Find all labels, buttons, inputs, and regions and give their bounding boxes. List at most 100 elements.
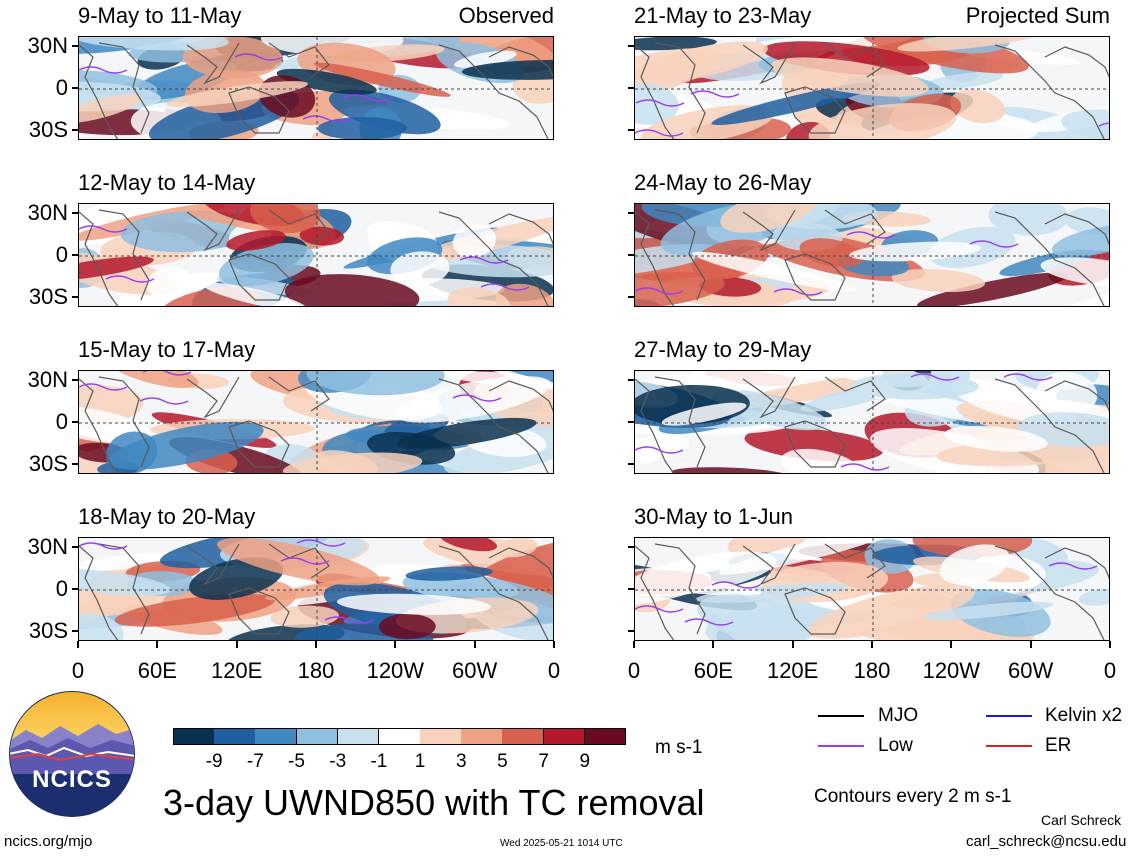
lat-tick bbox=[72, 588, 78, 590]
lat-label: 30S bbox=[28, 283, 68, 309]
map-panel bbox=[78, 537, 554, 641]
panel-title: 24-May to 26-May bbox=[634, 170, 812, 195]
colorbar-units: m s-1 bbox=[655, 737, 703, 758]
lon-tick bbox=[77, 641, 79, 648]
author-email[interactable]: carl_schreck@ncsu.edu bbox=[966, 833, 1127, 850]
panel-title: 12-May to 14-May bbox=[78, 170, 256, 195]
lon-tick bbox=[633, 641, 635, 648]
wind-anomaly-field bbox=[635, 204, 1109, 306]
lon-label: 120W bbox=[366, 658, 425, 683]
colorbar-label: 7 bbox=[538, 751, 549, 772]
author-name: Carl Schreck bbox=[1041, 812, 1122, 828]
lon-label: 120W bbox=[922, 658, 981, 683]
lat-tick bbox=[628, 462, 634, 465]
lat-tick bbox=[72, 45, 78, 48]
colorbar-swatch bbox=[502, 728, 545, 745]
colorbar-swatch bbox=[214, 728, 256, 745]
legend-label-low: Low bbox=[878, 735, 913, 756]
colorbar-swatch bbox=[173, 728, 215, 745]
panel-title: 18-May to 20-May bbox=[78, 504, 256, 529]
lat-tick bbox=[72, 421, 78, 423]
lon-tick bbox=[1109, 641, 1111, 648]
panel-title: 30-May to 1-Jun bbox=[634, 504, 793, 529]
lat-label: 0 bbox=[55, 409, 68, 434]
colorbar-swatch bbox=[420, 728, 462, 745]
map-panel bbox=[634, 203, 1110, 307]
lat-label: 30N bbox=[27, 33, 68, 59]
colorbar-label: -3 bbox=[329, 751, 347, 772]
panel-tag: Projected Sum bbox=[965, 3, 1110, 28]
map-panel bbox=[78, 203, 554, 307]
lon-label: 60E bbox=[137, 658, 177, 683]
lat-tick bbox=[72, 87, 78, 89]
ncics-logo-icon bbox=[9, 691, 135, 817]
legend-label-kelvin: Kelvin x2 bbox=[1045, 705, 1123, 726]
colorbar-swatch bbox=[296, 728, 339, 745]
legend-line-kelvin bbox=[986, 715, 1032, 717]
legend-line-er bbox=[986, 745, 1032, 747]
lon-label: 0 bbox=[627, 658, 641, 683]
wind-anomaly-field bbox=[635, 37, 1109, 139]
colorbar-label: 1 bbox=[414, 751, 426, 772]
lat-tick bbox=[72, 462, 78, 465]
lat-label: 30S bbox=[28, 617, 68, 643]
lat-label: 0 bbox=[55, 75, 68, 100]
contour-note: Contours every 2 m s-1 bbox=[814, 786, 1012, 807]
lon-label: 60E bbox=[693, 658, 733, 683]
colorbar-label: 9 bbox=[579, 751, 591, 772]
colorbar-label: -7 bbox=[246, 751, 264, 772]
colorbar-swatch bbox=[584, 728, 627, 745]
lon-label: 120E bbox=[766, 658, 819, 683]
wind-anomaly-field bbox=[79, 204, 553, 306]
lat-tick bbox=[628, 379, 634, 382]
lat-tick bbox=[628, 421, 634, 423]
lat-label: 30N bbox=[27, 534, 68, 560]
lon-label: 120E bbox=[210, 658, 263, 683]
panel-tag: Observed bbox=[458, 3, 554, 28]
lon-label: 180 bbox=[853, 658, 891, 683]
colorbar-swatch bbox=[337, 728, 380, 745]
lat-tick bbox=[628, 87, 634, 89]
lon-label: 0 bbox=[71, 658, 85, 683]
lat-label: 30N bbox=[27, 367, 68, 393]
map-panel bbox=[78, 370, 554, 474]
lon-tick bbox=[950, 641, 953, 648]
timestamp: Wed 2025-05-21 1014 UTC bbox=[500, 838, 623, 849]
lon-tick bbox=[871, 641, 873, 648]
lat-tick bbox=[72, 295, 78, 298]
lat-label: 30S bbox=[28, 450, 68, 476]
wind-anomaly-field bbox=[79, 371, 553, 473]
lat-tick bbox=[72, 379, 78, 382]
lon-label: 180 bbox=[297, 658, 335, 683]
logo-text: NCICS bbox=[32, 766, 112, 793]
colorbar-label: 3 bbox=[455, 751, 467, 772]
map-panel bbox=[634, 36, 1110, 140]
legend-label-er: ER bbox=[1045, 735, 1072, 756]
wind-anomaly-field bbox=[79, 37, 553, 139]
lat-tick bbox=[628, 128, 634, 131]
colorbar-label: 5 bbox=[497, 751, 508, 772]
ncics-logo: NCICS bbox=[8, 690, 136, 818]
panel-title: 9-May to 11-May bbox=[78, 3, 242, 28]
lon-tick bbox=[156, 641, 159, 648]
colorbar-swatch bbox=[543, 728, 586, 745]
legend-label-mjo: MJO bbox=[878, 705, 919, 726]
colorbar-swatch bbox=[255, 728, 298, 745]
panel-title: 27-May to 29-May bbox=[634, 337, 812, 362]
lon-tick bbox=[1029, 641, 1032, 648]
main-title: 3-day UWND850 with TC removal bbox=[163, 782, 705, 823]
wind-anomaly-field bbox=[635, 371, 1109, 473]
lat-label: 30S bbox=[28, 116, 68, 142]
site-link[interactable]: ncics.org/mjo bbox=[4, 833, 93, 850]
lat-tick bbox=[628, 295, 634, 298]
colorbar-swatch bbox=[461, 728, 503, 745]
lat-label: 0 bbox=[55, 242, 68, 267]
map-panel bbox=[634, 370, 1110, 474]
lat-tick bbox=[628, 254, 634, 256]
lat-label: 0 bbox=[55, 576, 68, 601]
lat-label: 30N bbox=[27, 200, 68, 226]
lon-label: 60W bbox=[452, 658, 498, 683]
panel-title: 21-May to 23-May bbox=[634, 3, 812, 28]
lon-tick bbox=[235, 641, 238, 648]
lon-label: 0 bbox=[547, 658, 561, 683]
